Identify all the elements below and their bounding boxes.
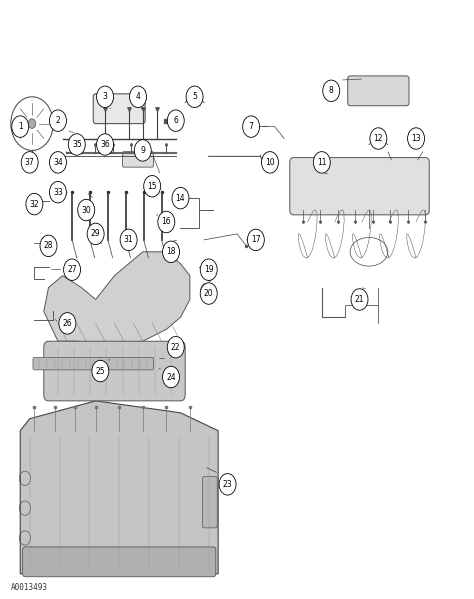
Circle shape bbox=[97, 86, 114, 107]
Text: 31: 31 bbox=[124, 235, 134, 244]
FancyBboxPatch shape bbox=[290, 158, 429, 215]
Circle shape bbox=[134, 140, 151, 161]
Circle shape bbox=[201, 283, 212, 298]
FancyBboxPatch shape bbox=[202, 477, 217, 528]
Text: 2: 2 bbox=[55, 116, 60, 125]
Text: 28: 28 bbox=[44, 241, 53, 250]
Text: 11: 11 bbox=[317, 158, 327, 167]
Circle shape bbox=[186, 86, 203, 107]
Circle shape bbox=[40, 235, 57, 256]
Text: 34: 34 bbox=[53, 158, 63, 167]
Circle shape bbox=[49, 110, 66, 131]
Circle shape bbox=[167, 110, 184, 131]
FancyBboxPatch shape bbox=[23, 547, 216, 577]
Circle shape bbox=[120, 229, 137, 250]
Text: 25: 25 bbox=[96, 367, 105, 376]
Text: 7: 7 bbox=[249, 122, 254, 131]
Circle shape bbox=[200, 259, 217, 280]
Text: 5: 5 bbox=[192, 92, 197, 101]
Text: 29: 29 bbox=[91, 229, 100, 238]
Text: 24: 24 bbox=[166, 373, 176, 382]
Circle shape bbox=[200, 283, 217, 304]
Circle shape bbox=[247, 229, 264, 250]
Circle shape bbox=[87, 223, 104, 244]
Circle shape bbox=[163, 366, 180, 388]
Text: 6: 6 bbox=[173, 116, 178, 125]
Text: 4: 4 bbox=[136, 92, 140, 101]
Circle shape bbox=[59, 313, 76, 334]
Circle shape bbox=[97, 134, 114, 155]
Circle shape bbox=[219, 474, 236, 495]
Circle shape bbox=[172, 187, 189, 209]
Circle shape bbox=[167, 337, 184, 358]
Text: 32: 32 bbox=[29, 199, 39, 208]
Circle shape bbox=[144, 176, 161, 197]
Circle shape bbox=[408, 128, 425, 149]
Circle shape bbox=[78, 199, 95, 221]
FancyBboxPatch shape bbox=[93, 94, 145, 123]
Polygon shape bbox=[44, 252, 190, 347]
Text: 37: 37 bbox=[25, 158, 35, 167]
Circle shape bbox=[21, 152, 38, 173]
Circle shape bbox=[49, 152, 66, 173]
Polygon shape bbox=[20, 401, 218, 574]
Text: 27: 27 bbox=[67, 265, 77, 274]
Text: 20: 20 bbox=[204, 289, 214, 298]
Circle shape bbox=[26, 193, 43, 215]
Circle shape bbox=[129, 86, 146, 107]
Text: 10: 10 bbox=[265, 158, 275, 167]
Text: A0013493: A0013493 bbox=[11, 583, 48, 592]
Circle shape bbox=[49, 181, 66, 203]
Circle shape bbox=[68, 134, 85, 155]
Circle shape bbox=[351, 289, 368, 310]
FancyBboxPatch shape bbox=[33, 358, 154, 370]
Circle shape bbox=[12, 116, 29, 137]
FancyBboxPatch shape bbox=[122, 152, 154, 167]
Text: 3: 3 bbox=[102, 92, 108, 101]
Text: 14: 14 bbox=[176, 193, 185, 202]
Text: 13: 13 bbox=[411, 134, 421, 143]
Circle shape bbox=[92, 361, 109, 382]
Text: 17: 17 bbox=[251, 235, 261, 244]
FancyBboxPatch shape bbox=[44, 341, 185, 401]
Circle shape bbox=[28, 119, 36, 128]
Text: 23: 23 bbox=[223, 480, 232, 489]
Circle shape bbox=[313, 152, 330, 173]
FancyBboxPatch shape bbox=[348, 76, 409, 106]
Circle shape bbox=[262, 152, 278, 173]
Text: 26: 26 bbox=[63, 319, 72, 328]
Circle shape bbox=[163, 241, 180, 262]
Text: 30: 30 bbox=[82, 205, 91, 214]
Text: 16: 16 bbox=[162, 217, 171, 226]
Text: 18: 18 bbox=[166, 247, 176, 256]
Text: 15: 15 bbox=[147, 181, 157, 190]
Circle shape bbox=[158, 211, 175, 233]
Text: 35: 35 bbox=[72, 140, 82, 149]
Text: 12: 12 bbox=[374, 134, 383, 143]
Circle shape bbox=[64, 259, 81, 280]
Text: 33: 33 bbox=[53, 187, 63, 196]
Text: 1: 1 bbox=[18, 122, 23, 131]
Text: 19: 19 bbox=[204, 265, 214, 274]
Text: 9: 9 bbox=[140, 146, 145, 155]
Text: 8: 8 bbox=[329, 86, 334, 95]
Circle shape bbox=[243, 116, 260, 137]
Text: 36: 36 bbox=[100, 140, 110, 149]
Text: 22: 22 bbox=[171, 343, 181, 352]
Circle shape bbox=[323, 80, 340, 102]
Circle shape bbox=[370, 128, 387, 149]
Text: 21: 21 bbox=[355, 295, 364, 304]
